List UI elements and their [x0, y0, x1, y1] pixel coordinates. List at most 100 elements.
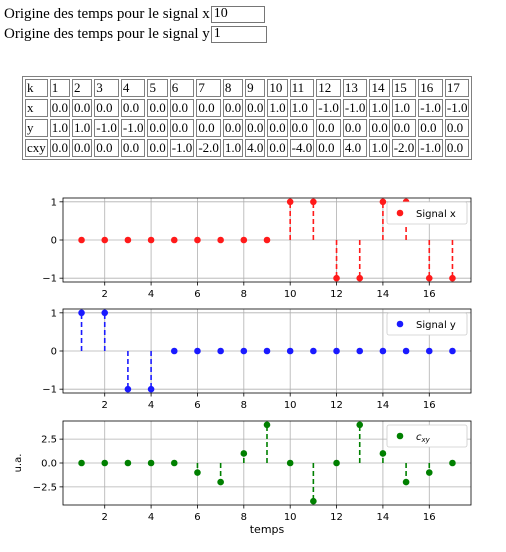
table-row: x 0.0 0.0 0.0 0.0 0.0 0.0 0.0 0.0 0.0 1.0 1.0 -1.0 -1… [25, 99, 470, 117]
table-cell: 8 [222, 79, 244, 97]
data-point [356, 347, 364, 355]
table-cell: -2.0 [391, 139, 417, 157]
data-point [402, 347, 410, 355]
table-cell: 0.0 [120, 139, 146, 157]
table-cell: 1 [49, 79, 71, 97]
chart-1: 2 4 6 8 10 12 14 16 −1 0 1 Signal x [42, 197, 472, 300]
table-cell: 3 [94, 79, 119, 97]
data-point [379, 347, 387, 355]
data-point [101, 236, 109, 244]
data-point [217, 236, 224, 244]
y-tick-label: 1 [51, 308, 57, 319]
table-cell: 0.0 [49, 139, 71, 157]
table-cell: 0.0 [222, 119, 244, 137]
table-cell: -1.0 [418, 99, 443, 117]
y-tick-label: −1 [42, 385, 57, 396]
y-tick-label: 1 [51, 197, 57, 208]
table-cell: 0.0 [289, 119, 315, 137]
y-tick-label: 0 [51, 236, 57, 247]
row-label-cell: y [25, 119, 48, 137]
row-label-cell: k [25, 79, 48, 97]
table-cell: 0.0 [316, 139, 341, 157]
table-cell: 5 [147, 79, 168, 97]
table-row: y 1.0 1.0 -1.0 -1.0 0.0 0.0 0.0 0.0 0.0 0.0 0.0 0.0 0… [25, 119, 470, 137]
legend-box [386, 312, 468, 336]
data-point [310, 347, 317, 355]
x-tick-label: 2 [102, 400, 108, 411]
x-tick-label: 16 [423, 512, 436, 523]
table-cell: 0.0 [72, 139, 93, 157]
data-point [194, 469, 201, 476]
table-cell: 13 [342, 79, 368, 97]
table-cell: 0.0 [245, 99, 266, 117]
table-row: k 1 2 3 4 5 6 7 8 9 10 11 12 13 14 15 16 17 [25, 79, 470, 97]
y-axis-label: u.a. [13, 454, 24, 473]
x-tick-label: 14 [377, 289, 390, 300]
data-point [402, 478, 410, 486]
table-cell: 0.0 [147, 139, 168, 157]
data-point [101, 309, 109, 317]
table-cell: 11 [289, 79, 315, 97]
table-cell: 10 [267, 79, 288, 97]
data-point [263, 236, 271, 244]
table-cell: 12 [316, 79, 341, 97]
data-point [170, 459, 178, 467]
legend-marker [396, 432, 404, 440]
y-tick-label: 0.0 [41, 459, 57, 470]
table-cell: 4.0 [342, 139, 368, 157]
data-point [240, 236, 248, 244]
data-point [101, 459, 109, 467]
legend-marker [396, 209, 404, 217]
data-point [124, 385, 132, 393]
data-point [310, 497, 317, 505]
table-row: cxy 0.0 0.0 0.0 0.0 0.0 -1.0 -2.0 1.0 4.0 0.0 -4.0 0… [25, 139, 470, 157]
data-point [124, 459, 132, 467]
table-cell: -1.0 [342, 99, 368, 117]
x-tick-label: 6 [194, 512, 200, 523]
table-cell: 0.0 [444, 139, 470, 157]
x-origin-input[interactable] [210, 5, 265, 23]
data-point [194, 347, 201, 355]
table-cell: 0.0 [169, 99, 195, 117]
data-point [78, 236, 85, 244]
table-cell: 1.0 [222, 139, 244, 157]
table-cell: 0.0 [94, 139, 119, 157]
data-point [147, 385, 155, 393]
table-cell: 0.0 [196, 99, 221, 117]
table-cell: 0.0 [222, 99, 244, 117]
table-cell: 0.0 [49, 99, 71, 117]
table-cell: 15 [391, 79, 417, 97]
x-tick-label: 12 [330, 400, 343, 411]
table-cell: 0.0 [316, 119, 341, 137]
data-point [379, 198, 387, 206]
table-cell: 0.0 [147, 119, 168, 137]
data-point [333, 274, 340, 282]
table-cell: 0.0 [94, 99, 119, 117]
y-tick-label: −1 [42, 274, 57, 285]
x-origin-label: Origine des temps pour le signal x [4, 6, 210, 22]
x-tick-label: 12 [330, 512, 343, 523]
table-cell: -1.0 [316, 99, 341, 117]
y-tick-label: −2.5 [33, 482, 57, 493]
x-tick-label: 16 [423, 400, 436, 411]
x-tick-label: 10 [284, 400, 297, 411]
data-point [217, 478, 224, 486]
legend-marker [396, 320, 404, 328]
table-cell: -1.0 [444, 99, 470, 117]
data-point [310, 198, 317, 206]
legend-box [386, 424, 468, 448]
table-cell: 0.0 [169, 119, 195, 137]
legend-subscript: xy [421, 436, 431, 444]
table-cell: 7 [196, 79, 221, 97]
y-origin-row: Origine des temps pour le signal y [4, 24, 267, 44]
table-cell: 2 [72, 79, 93, 97]
row-label-cell: x [25, 99, 48, 117]
data-point [425, 347, 433, 355]
data-point [449, 274, 456, 282]
table-cell: 16 [418, 79, 443, 97]
y-origin-input[interactable] [210, 25, 267, 43]
data-point [147, 459, 155, 467]
x-tick-label: 8 [241, 512, 247, 523]
